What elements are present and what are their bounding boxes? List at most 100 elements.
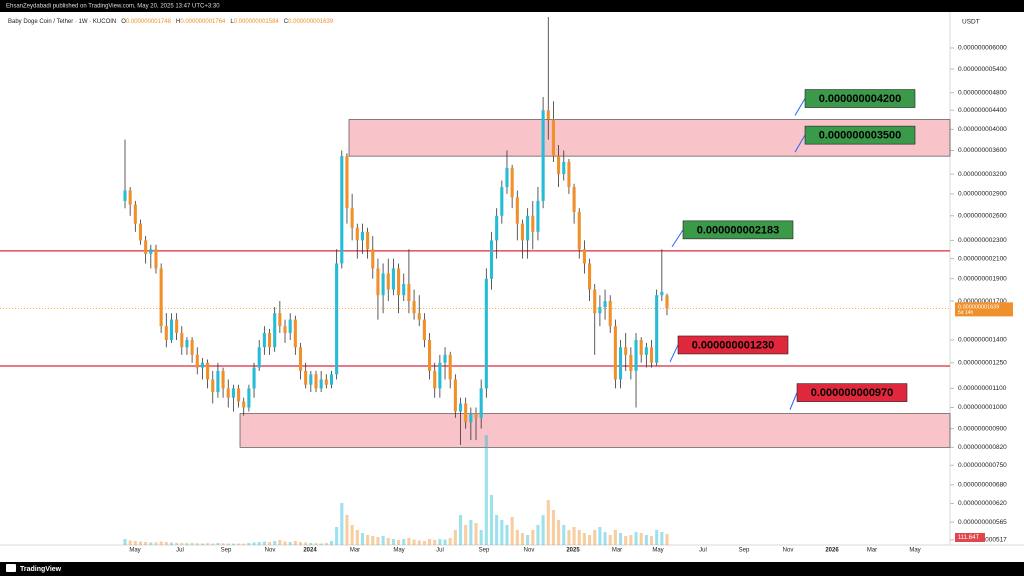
ohlc-key: H — [176, 19, 180, 25]
volume-bar — [572, 527, 576, 545]
candle-body — [593, 289, 597, 314]
volume-bar — [144, 542, 148, 545]
y-tick-label: 0.000000002600 — [958, 212, 1007, 219]
x-tick-label: Jul — [436, 548, 444, 554]
brand: TradingView — [20, 566, 62, 573]
x-tick-label: 2026 — [825, 548, 839, 554]
volume-bar — [474, 523, 478, 545]
volume-bar — [505, 525, 509, 545]
callout-connector — [671, 229, 684, 248]
volume-bar — [164, 542, 168, 545]
volume-bar — [283, 541, 287, 545]
volume-bar — [469, 520, 473, 545]
volume-bar — [319, 543, 323, 545]
candle-body — [386, 273, 390, 290]
candle-body — [582, 249, 586, 264]
x-tick-label: 2024 — [303, 548, 317, 554]
volume-bar — [613, 530, 617, 545]
volume-bar — [412, 539, 416, 545]
volume-bar — [510, 517, 514, 545]
volume-bar — [267, 542, 272, 545]
candle-body — [278, 313, 282, 327]
callout-label: 0.000000004200 — [819, 93, 902, 105]
volume-bar — [551, 510, 555, 545]
candle-body — [350, 208, 354, 228]
candle-body — [200, 362, 204, 368]
zone — [239, 413, 951, 448]
volume-bar — [541, 515, 545, 545]
volume-bar — [464, 525, 468, 545]
candle-body — [588, 263, 592, 290]
callout-connector — [669, 344, 679, 363]
ohlc-value: 0.000000001764 — [180, 19, 226, 25]
candle-body — [175, 319, 179, 333]
candle-body — [247, 388, 251, 408]
y-tick-label: 0.000000000565 — [958, 519, 1007, 526]
candle-body — [428, 339, 432, 371]
candle-body — [495, 215, 499, 241]
candle-body — [262, 332, 266, 348]
y-tick-label: 0.000000001000 — [958, 404, 1007, 411]
volume-bar — [154, 542, 158, 545]
candle-body — [206, 362, 210, 380]
volume-bar — [428, 539, 432, 545]
volume-bar — [293, 541, 297, 545]
y-tick-label: 0.000000000680 — [958, 482, 1007, 489]
callout-label: 0.000000001230 — [692, 339, 775, 351]
candle-body — [391, 268, 395, 290]
x-tick-label: Sep — [739, 548, 750, 554]
candle-body — [412, 301, 416, 314]
volume-bar — [355, 530, 359, 545]
publisher: EhsanZeydabadi published on TradingView.… — [6, 4, 220, 10]
volume-bar — [304, 542, 308, 545]
volume-bar — [133, 541, 137, 545]
plot: 0.000000006000 0.000000005400 0.0000000048… — [0, 17, 1013, 554]
candle-body — [624, 347, 628, 355]
ohlc-key: O — [121, 19, 126, 25]
price-tag — [955, 302, 1013, 317]
candle-body — [562, 161, 566, 175]
candle-body — [180, 332, 184, 348]
candle-body — [138, 223, 143, 241]
volume-bar — [366, 535, 370, 545]
x-tick-label: May — [393, 548, 404, 554]
candle-body — [164, 326, 168, 340]
symbol: Baby Doge Coin / Tether · 1W · KUCOIN — [8, 19, 116, 25]
ohlc-key: C — [284, 19, 289, 25]
volume-bar — [443, 539, 447, 545]
volume-bar — [159, 541, 163, 545]
symbol-line: Baby Doge Coin / Tether · 1W · KUCOIN O0.… — [8, 19, 334, 25]
candle-body — [474, 413, 478, 418]
candle-body — [329, 374, 334, 385]
ohlc-value: 0.000000001748 — [126, 19, 172, 25]
volume-bar — [175, 542, 179, 545]
candle-body — [484, 278, 488, 389]
candle-body — [237, 388, 241, 402]
volume-bar — [231, 543, 235, 545]
candle-body — [629, 354, 633, 371]
volume-bar — [216, 543, 220, 545]
volume-bar — [237, 543, 241, 545]
volume-bar — [128, 540, 132, 545]
y-tick-label: 0.000000001900 — [958, 275, 1007, 282]
volume-bar — [458, 515, 463, 545]
candle-body — [133, 204, 137, 224]
volume-bar — [567, 530, 571, 545]
volume-bar — [195, 543, 199, 545]
candle-body — [283, 326, 287, 333]
candle-body — [515, 197, 519, 224]
x-tick-label: May — [909, 548, 920, 554]
volume-bar — [422, 541, 426, 545]
x-tick-label: May — [652, 548, 663, 554]
volume-bar — [298, 542, 303, 545]
candle-body — [608, 301, 612, 327]
candle-body — [510, 167, 514, 198]
candle-body — [298, 347, 303, 371]
volume-bar — [495, 515, 499, 545]
candle-body — [402, 284, 406, 296]
volume-bar — [262, 541, 266, 545]
volume-bar — [340, 503, 344, 545]
y-tick-label: 0.000000004000 — [958, 126, 1007, 133]
volume-bar — [417, 540, 421, 545]
candle-body — [603, 301, 607, 308]
